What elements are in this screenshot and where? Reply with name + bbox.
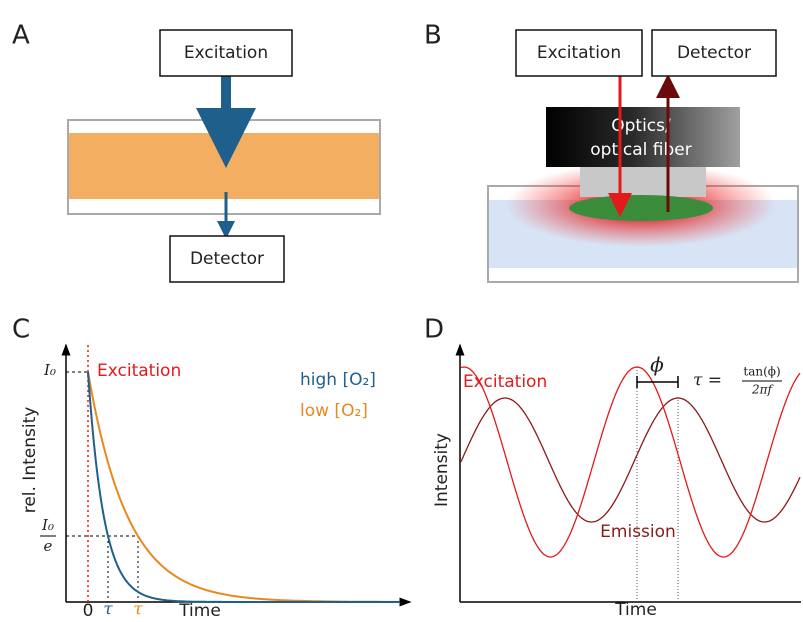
- tick-label: I₀: [43, 361, 56, 379]
- box-label: Excitation: [537, 43, 621, 63]
- x-axis-label: Time: [614, 600, 657, 620]
- phase-label: ϕ: [650, 353, 664, 377]
- phase-bracket: [637, 376, 678, 388]
- legend-label: high [O₂]: [300, 370, 376, 390]
- emission-wave: [461, 398, 800, 522]
- optics-label: optical fiber: [590, 140, 691, 160]
- tick-label: τ: [133, 600, 143, 620]
- x-axis-label: Time: [178, 601, 221, 621]
- y-axis-label: Intensity: [432, 433, 452, 507]
- formula: 2πf: [751, 383, 775, 397]
- sensor-spot: [569, 195, 713, 221]
- tick-label: 0: [83, 601, 94, 621]
- formula: τ =: [693, 371, 722, 391]
- box-label: Excitation: [184, 43, 268, 63]
- optics-base: [580, 165, 706, 197]
- tick-label: I₀: [41, 516, 54, 534]
- panel-label: D: [424, 315, 444, 345]
- annotation: Excitation: [97, 361, 181, 381]
- panel-label: B: [424, 21, 442, 51]
- annotation: Emission: [600, 522, 676, 542]
- annotation: Excitation: [463, 372, 547, 392]
- tick-label: τ: [103, 600, 113, 620]
- box-label: Detector: [190, 249, 264, 269]
- panel-label: C: [12, 315, 30, 345]
- legend-label: low [O₂]: [300, 401, 368, 421]
- figure: A Excitation Detector B Optics/ optical …: [0, 0, 803, 622]
- tick-label: e: [44, 537, 53, 555]
- sample-layer: [69, 133, 379, 199]
- y-axis-label: rel. Intensity: [20, 407, 40, 514]
- formula: tan(ϕ): [743, 365, 780, 379]
- box-label: Detector: [677, 43, 751, 63]
- panel-label: A: [12, 21, 30, 51]
